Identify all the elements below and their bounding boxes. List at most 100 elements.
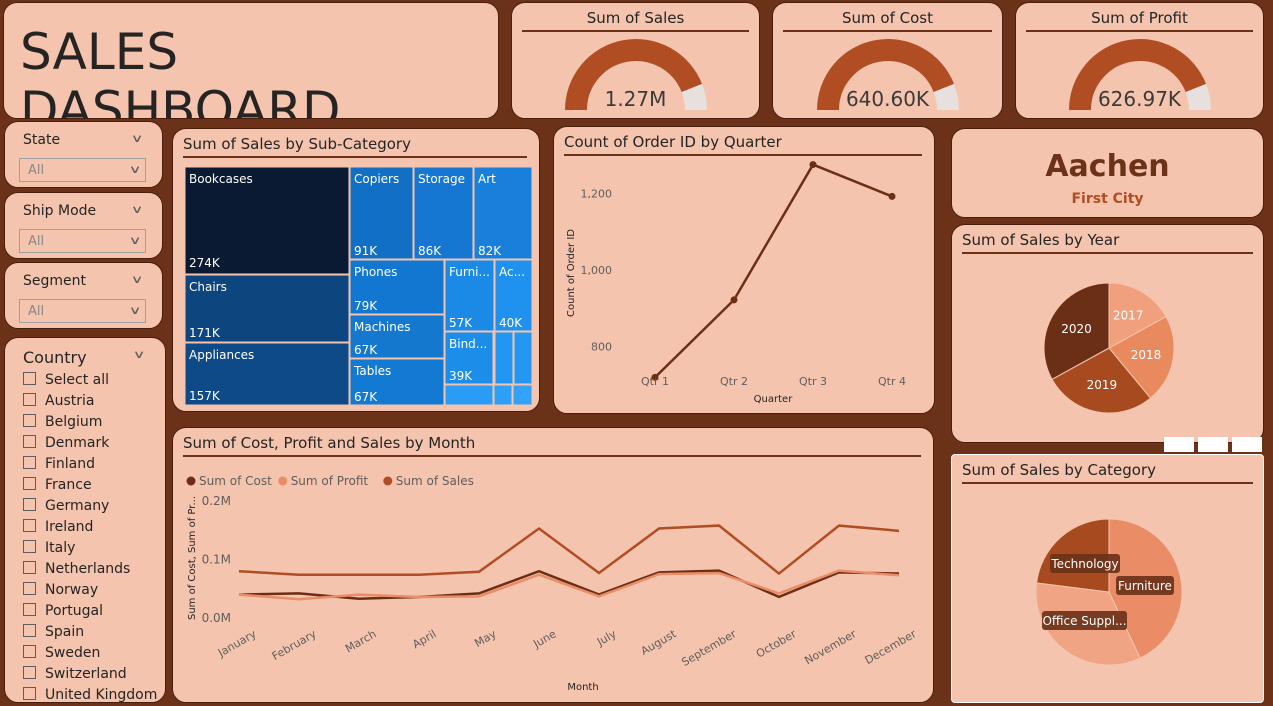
checkbox[interactable] — [23, 666, 36, 679]
ship-mode-slicer[interactable]: Ship Mode ∨ All ∨ — [4, 192, 163, 259]
treemap-label: Storage — [418, 172, 465, 186]
country-option[interactable]: Spain — [23, 623, 84, 641]
checkbox[interactable] — [23, 414, 36, 427]
city-label: First City — [1071, 191, 1144, 207]
x-tick-label: June — [530, 627, 558, 651]
checkbox[interactable] — [23, 498, 36, 511]
checkbox[interactable] — [23, 561, 36, 574]
chevron-down-icon[interactable]: ∨ — [130, 203, 144, 216]
country-option[interactable]: Finland — [23, 455, 95, 473]
pie-slice — [1108, 316, 1175, 399]
pie-label: 2018 — [1131, 348, 1162, 362]
country-option[interactable]: Austria — [23, 392, 94, 410]
treemap-tile — [184, 274, 350, 343]
gauge — [1069, 39, 1211, 111]
pie-label-box — [1042, 611, 1127, 630]
y-axis-label: Count of Order ID — [566, 229, 577, 317]
chevron-down-icon[interactable]: ∨ — [132, 348, 146, 361]
treemap-tile — [184, 166, 350, 275]
dropdown-value: All — [28, 163, 45, 178]
focus-mode-icon[interactable] — [1198, 437, 1228, 452]
slicer-label: Ship Mode — [23, 203, 97, 219]
filter-icon[interactable] — [1164, 437, 1194, 452]
x-tick-label: May — [472, 627, 499, 650]
treemap-tile — [184, 342, 350, 406]
country-label: Ireland — [45, 519, 94, 535]
treemap-label: Art — [478, 172, 496, 186]
pie-label: Technology — [1050, 557, 1118, 571]
segment-dropdown[interactable]: All ∨ — [19, 299, 146, 323]
country-option[interactable]: Sweden — [23, 644, 100, 662]
quarter-line-chart: 800 1,000 1,200 Qtr 1 Qtr 2 Qtr 3 Qtr 4 Quarter… — [566, 161, 906, 405]
state-dropdown[interactable]: All ∨ — [19, 158, 146, 182]
state-slicer[interactable]: State ∨ All ∨ — [4, 121, 163, 188]
treemap-value: 40K — [499, 316, 523, 330]
country-option[interactable]: France — [23, 476, 92, 494]
segment-slicer[interactable]: Segment ∨ All ∨ — [4, 262, 163, 329]
checkbox[interactable] — [23, 372, 36, 385]
checkbox[interactable] — [23, 645, 36, 658]
pie-label: 2017 — [1113, 309, 1144, 323]
x-tick-label: Qtr 4 — [878, 375, 906, 388]
country-option[interactable]: Netherlands — [23, 560, 130, 578]
series-line — [654, 163, 893, 379]
checkbox[interactable] — [23, 393, 36, 406]
treemap-label: Phones — [354, 265, 397, 279]
treemap-tile — [494, 259, 533, 332]
checkbox[interactable] — [23, 624, 36, 637]
country-option[interactable]: Belgium — [23, 413, 102, 431]
gauge-fill — [1069, 39, 1207, 111]
category-pie-card[interactable]: Sum of Sales by Category Furniture Office… — [951, 454, 1264, 703]
country-option[interactable]: Germany — [23, 497, 109, 515]
checkbox[interactable] — [23, 519, 36, 532]
treemap-label: Copiers — [354, 172, 399, 186]
year-pie-card[interactable]: Sum of Sales by Year 2017 2018 2019 2020 — [951, 224, 1264, 443]
checkbox[interactable] — [23, 435, 36, 448]
country-option[interactable]: Ireland — [23, 518, 93, 536]
legend-marker — [186, 476, 196, 486]
chevron-down-icon[interactable]: ∨ — [130, 132, 144, 145]
country-label: Spain — [45, 624, 85, 640]
country-label: Austria — [45, 393, 95, 409]
treemap-value: 57K — [449, 316, 473, 330]
country-option[interactable]: Select all — [23, 371, 109, 389]
country-option[interactable]: Portugal — [23, 602, 103, 620]
subcategory-treemap-card[interactable]: Sum of Sales by Sub-Category Bookcases 27… — [172, 128, 540, 412]
chevron-down-icon[interactable]: ∨ — [130, 273, 144, 286]
chevron-down-icon: ∨ — [128, 234, 142, 247]
data-point — [888, 192, 896, 200]
country-option[interactable]: Norway — [23, 581, 98, 599]
month-chart-card[interactable]: Sum of Cost, Profit and Sales by Month S… — [172, 427, 934, 703]
category-pie-chart: Furniture Office Suppl... Technology — [1035, 518, 1183, 666]
country-option[interactable]: United Kingdom — [23, 686, 158, 703]
y-tick-label: 0.1M — [202, 553, 231, 567]
x-tick-label: February — [270, 627, 319, 663]
checkbox[interactable] — [23, 540, 36, 553]
more-options-icon[interactable] — [1232, 437, 1262, 452]
kpi-card-profit[interactable]: Sum of Profit 626.97K — [1015, 2, 1264, 119]
treemap-tile — [473, 166, 533, 260]
gauge-fill — [565, 39, 703, 111]
kpi-card-cost[interactable]: Sum of Cost 640.60K — [772, 2, 1003, 119]
country-option[interactable]: Denmark — [23, 434, 109, 452]
kpi-value: 626.97K — [1097, 87, 1182, 111]
checkbox[interactable] — [23, 582, 36, 595]
kpi-card-sales[interactable]: Sum of Sales 1.27M — [511, 2, 760, 119]
ship-mode-dropdown[interactable]: All ∨ — [19, 229, 146, 253]
x-tick-label: August — [639, 627, 679, 658]
country-title: Country — [23, 348, 87, 367]
series-line — [238, 569, 900, 600]
country-slicer[interactable]: Country ∨ Select all Austria Belgium Denmar… — [4, 337, 166, 703]
checkbox[interactable] — [23, 603, 36, 616]
country-label: United Kingdom — [45, 687, 158, 703]
slicer-label: State — [23, 132, 61, 148]
checkbox[interactable] — [23, 477, 36, 490]
y-tick-label: 1,200 — [581, 187, 613, 200]
country-option[interactable]: Switzerland — [23, 665, 127, 683]
visual-header-icons[interactable] — [1164, 437, 1262, 453]
country-option[interactable]: Italy — [23, 539, 75, 557]
checkbox[interactable] — [23, 687, 36, 700]
gauge — [817, 39, 959, 111]
checkbox[interactable] — [23, 456, 36, 469]
quarter-chart-card[interactable]: Count of Order ID by Quarter 800 1,000 1,2… — [553, 126, 935, 414]
